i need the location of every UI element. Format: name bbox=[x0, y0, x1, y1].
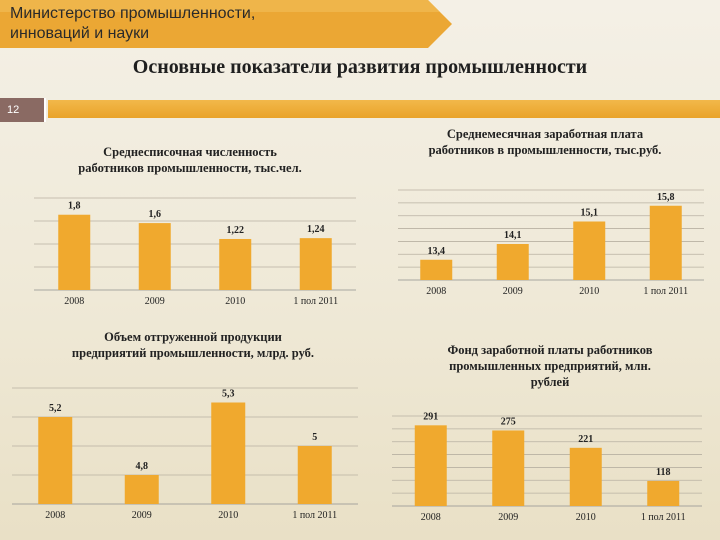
data-label: 4,8 bbox=[136, 461, 149, 472]
chart-4-title: Фонд заработной платы работников промышл… bbox=[400, 342, 700, 390]
tick-label: 2008 bbox=[421, 512, 441, 523]
header-banner bbox=[0, 0, 452, 48]
tick-label: 1 пол 2011 bbox=[293, 296, 338, 307]
data-label: 15,8 bbox=[657, 192, 675, 203]
bar bbox=[569, 447, 602, 506]
bar bbox=[297, 446, 332, 504]
bar bbox=[138, 223, 171, 290]
tick-label: 1 пол 2011 bbox=[643, 286, 688, 297]
slide-number: 12 bbox=[0, 98, 44, 122]
data-label: 221 bbox=[578, 434, 593, 445]
slide-number-divider bbox=[44, 98, 46, 122]
data-label: 13,4 bbox=[428, 246, 446, 257]
tick-label: 1 пол 2011 bbox=[641, 512, 686, 523]
chart-2-title: Среднемесячная заработная плата работник… bbox=[400, 126, 690, 158]
bar bbox=[649, 205, 682, 280]
chart-salary: 13,4 2008 14,1 2009 15,1 2010 15,8 1 пол 2011 bbox=[398, 189, 704, 297]
data-label: 14,1 bbox=[504, 230, 522, 241]
chart-4-title-line-2: промышленных предприятий, млн. bbox=[449, 359, 651, 373]
chart-1-title: Среднесписочная численность работников п… bbox=[40, 144, 340, 176]
data-label: 5,3 bbox=[222, 389, 235, 400]
chart-4-title-line-1: Фонд заработной платы работников bbox=[447, 343, 653, 357]
tick-label: 2008 bbox=[64, 296, 84, 307]
tick-label: 2009 bbox=[145, 296, 165, 307]
chart-shipped-products: 5,2 2008 4,8 2009 5,3 2010 5 1 пол 2011 bbox=[12, 387, 358, 521]
page-title: Основные показатели развития промышленно… bbox=[132, 56, 588, 78]
bar bbox=[38, 417, 73, 504]
chart-4-title-line-3: рублей bbox=[530, 375, 570, 389]
chart-2-title-line-1: Среднемесячная заработная плата bbox=[446, 127, 644, 141]
bar bbox=[124, 475, 159, 504]
bar bbox=[211, 402, 246, 504]
tick-label: 2009 bbox=[503, 286, 523, 297]
data-label: 291 bbox=[423, 411, 438, 422]
data-label: 275 bbox=[501, 416, 516, 427]
bar bbox=[573, 221, 606, 280]
data-label: 5,2 bbox=[49, 403, 62, 414]
tick-label: 2009 bbox=[498, 512, 518, 523]
chart-3-title: Объем отгруженной продукции предприятий … bbox=[28, 329, 358, 361]
data-label: 15,1 bbox=[581, 208, 599, 219]
chart-3-title-line-2: предприятий промышленности, млрд. руб. bbox=[71, 346, 315, 360]
chart-3-title-line-1: Объем отгруженной продукции bbox=[104, 330, 282, 344]
tick-label: 2009 bbox=[132, 510, 152, 521]
bar bbox=[496, 244, 529, 280]
bar bbox=[420, 259, 453, 280]
bar bbox=[219, 238, 252, 290]
bar bbox=[647, 480, 680, 506]
tick-label: 2008 bbox=[426, 286, 446, 297]
accent-bar bbox=[48, 100, 720, 118]
data-label: 118 bbox=[656, 467, 670, 478]
tick-label: 2008 bbox=[45, 510, 65, 521]
chart-wage-fund: 291 2008 275 2009 221 2010 118 1 пол 2011 bbox=[392, 411, 702, 523]
ministry-name-line-2: инноваций и науки bbox=[10, 25, 150, 42]
chart-2-title-line-2: работников в промышленности, тыс.руб. bbox=[428, 143, 662, 157]
bar bbox=[492, 430, 525, 506]
ministry-name-line-1: Министерство промышленности, bbox=[10, 5, 256, 22]
data-label: 1,6 bbox=[149, 209, 162, 220]
tick-label: 2010 bbox=[225, 296, 245, 307]
tick-label: 2010 bbox=[218, 510, 238, 521]
bar bbox=[414, 425, 447, 506]
tick-label: 2010 bbox=[579, 286, 599, 297]
tick-label: 1 пол 2011 bbox=[292, 510, 337, 521]
data-label: 1,8 bbox=[68, 201, 81, 212]
chart-1-title-line-2: работников промышленности, тыс.чел. bbox=[78, 161, 302, 175]
ministry-name: Министерство промышленности, инноваций и… bbox=[10, 4, 430, 44]
data-label: 1,22 bbox=[227, 225, 245, 236]
tick-label: 2010 bbox=[576, 512, 596, 523]
bar bbox=[58, 214, 91, 290]
data-label: 1,24 bbox=[307, 224, 325, 235]
chart-employees: 1,8 2008 1,6 2009 1,22 2010 1,24 1 пол 2011 bbox=[34, 197, 356, 307]
bar bbox=[299, 238, 332, 290]
data-label: 5 bbox=[312, 432, 317, 443]
chart-1-title-line-1: Среднесписочная численность bbox=[103, 145, 277, 159]
